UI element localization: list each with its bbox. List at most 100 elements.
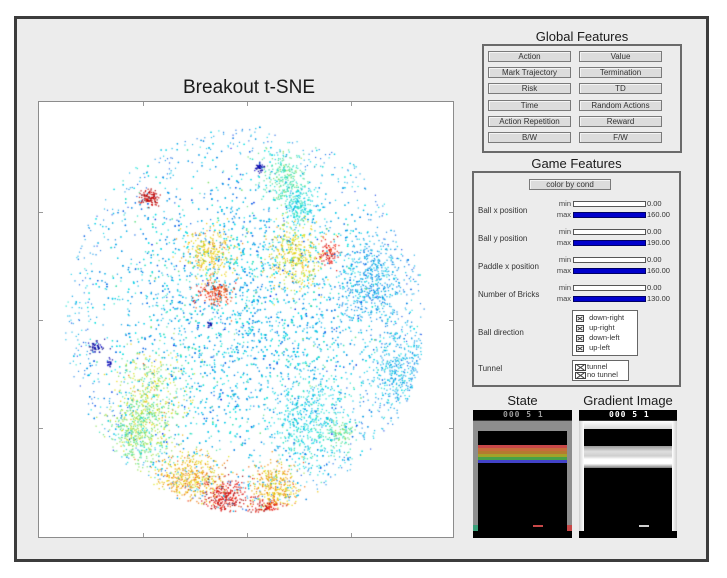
x-tick-top bbox=[143, 102, 144, 106]
gradient-left-wall bbox=[579, 421, 584, 531]
paddle bbox=[533, 525, 543, 527]
ball-y-max-value: 190.00 bbox=[647, 238, 670, 247]
tunnel-option[interactable]: no tunnel bbox=[575, 371, 618, 379]
score-bar: 000 5 1 bbox=[579, 410, 677, 421]
bricks-max-slider[interactable] bbox=[573, 296, 646, 302]
max-label: max bbox=[556, 210, 571, 219]
min-label: min bbox=[558, 227, 571, 236]
right-marker bbox=[567, 525, 572, 531]
min-label: min bbox=[558, 283, 571, 292]
ball-x-min-value: 0.00 bbox=[647, 199, 662, 208]
mark-trajectory-button[interactable]: Mark Trajectory bbox=[488, 67, 571, 78]
state-title: State bbox=[507, 393, 538, 408]
fw-button[interactable]: F/W bbox=[579, 132, 662, 143]
paddle-x-max-value: 160.00 bbox=[647, 266, 670, 275]
brick-rows bbox=[478, 445, 567, 463]
ball-direction-list: down-right up-right down-left up-left bbox=[572, 310, 638, 356]
checkbox-icon bbox=[575, 363, 586, 371]
ball-direction-option[interactable]: down-left bbox=[576, 334, 620, 342]
checkbox-icon bbox=[575, 371, 586, 379]
ball-x-min-slider[interactable] bbox=[573, 201, 646, 207]
ball-y-min-value: 0.00 bbox=[647, 227, 662, 236]
ball-y-min-slider[interactable] bbox=[573, 229, 646, 235]
ball-direction-option[interactable]: up-right bbox=[576, 324, 615, 332]
ball-direction-option[interactable]: down-right bbox=[576, 314, 624, 322]
max-label: max bbox=[556, 294, 571, 303]
game-features-title: Game Features bbox=[531, 156, 622, 171]
score-bar: 000 5 1 bbox=[473, 410, 572, 421]
bw-button[interactable]: B/W bbox=[488, 132, 571, 143]
top-wall bbox=[473, 421, 572, 431]
brick-row bbox=[478, 448, 567, 451]
color-by-cond-button[interactable]: color by cond bbox=[529, 179, 611, 190]
y-tick-right bbox=[449, 212, 453, 213]
x-tick-bottom bbox=[351, 533, 352, 537]
left-wall bbox=[473, 421, 478, 531]
min-label: min bbox=[558, 255, 571, 264]
tsne-scatter-plot[interactable] bbox=[38, 101, 454, 538]
gradient-image: 000 5 1 bbox=[579, 410, 677, 538]
y-tick-left bbox=[39, 320, 43, 321]
checkbox-icon bbox=[576, 314, 584, 322]
random-actions-button[interactable]: Random Actions bbox=[579, 100, 662, 111]
ball-x-label: Ball x position bbox=[478, 206, 528, 215]
plot-title: Breakout t-SNE bbox=[183, 77, 315, 98]
brick-row bbox=[478, 460, 567, 463]
action-repetition-button[interactable]: Action Repetition bbox=[488, 116, 571, 127]
tsne-points[interactable] bbox=[39, 102, 453, 537]
ball-y-max-slider[interactable] bbox=[573, 240, 646, 246]
ball-y-label: Ball y position bbox=[478, 234, 528, 243]
x-tick-top bbox=[247, 102, 248, 106]
y-tick-left bbox=[39, 428, 43, 429]
bricks-min-slider[interactable] bbox=[573, 285, 646, 291]
global-features-title: Global Features bbox=[535, 29, 629, 44]
tunnel-label: Tunnel bbox=[478, 364, 503, 373]
bricks-min-value: 0.00 bbox=[647, 283, 662, 292]
ball-direction-label: Ball direction bbox=[478, 328, 524, 337]
reward-button[interactable]: Reward bbox=[579, 116, 662, 127]
right-wall bbox=[567, 421, 572, 531]
ball-x-max-slider[interactable] bbox=[573, 212, 646, 218]
paddle-x-min-slider[interactable] bbox=[573, 257, 646, 263]
y-tick-right bbox=[449, 428, 453, 429]
gradient-right-wall bbox=[672, 421, 677, 531]
brick-row bbox=[478, 454, 567, 457]
bricks-max-value: 130.00 bbox=[647, 294, 670, 303]
ball-x-max-value: 160.00 bbox=[647, 210, 670, 219]
x-tick-top bbox=[351, 102, 352, 106]
brick-row bbox=[478, 451, 567, 454]
max-label: max bbox=[556, 238, 571, 247]
td-button[interactable]: TD bbox=[579, 83, 662, 94]
game-features-panel: color by cond Ball x position min 0.00 m… bbox=[472, 171, 681, 387]
app-window: Breakout t-SNE Global Features Action Va… bbox=[14, 16, 709, 562]
brick-row bbox=[478, 457, 567, 460]
y-tick-left bbox=[39, 212, 43, 213]
risk-button[interactable]: Risk bbox=[488, 83, 571, 94]
paddle-x-max-slider[interactable] bbox=[573, 268, 646, 274]
termination-button[interactable]: Termination bbox=[579, 67, 662, 78]
value-button[interactable]: Value bbox=[579, 51, 662, 62]
max-label: max bbox=[556, 266, 571, 275]
ball-direction-option[interactable]: up-left bbox=[576, 344, 610, 352]
checkbox-icon bbox=[576, 324, 584, 332]
score-text: 000 5 1 bbox=[609, 410, 650, 419]
state-image: 000 5 1 bbox=[473, 410, 572, 538]
checkbox-icon bbox=[576, 344, 584, 352]
checkbox-icon bbox=[576, 334, 584, 342]
tunnel-list: tunnel no tunnel bbox=[572, 360, 629, 381]
gradient-paddle bbox=[639, 525, 649, 527]
left-marker bbox=[473, 525, 478, 531]
action-button[interactable]: Action bbox=[488, 51, 571, 62]
bricks-label: Number of Bricks bbox=[478, 290, 540, 299]
tunnel-option[interactable]: tunnel bbox=[575, 363, 607, 371]
y-tick-right bbox=[449, 320, 453, 321]
min-label: min bbox=[558, 199, 571, 208]
time-button[interactable]: Time bbox=[488, 100, 571, 111]
brick-row bbox=[478, 445, 567, 448]
paddle-x-min-value: 0.00 bbox=[647, 255, 662, 264]
paddle-x-label: Paddle x position bbox=[478, 262, 539, 271]
x-tick-bottom bbox=[247, 533, 248, 537]
gradient-title: Gradient Image bbox=[583, 393, 673, 408]
x-tick-bottom bbox=[143, 533, 144, 537]
global-features-panel: Action Value Mark Trajectory Termination… bbox=[482, 44, 682, 153]
